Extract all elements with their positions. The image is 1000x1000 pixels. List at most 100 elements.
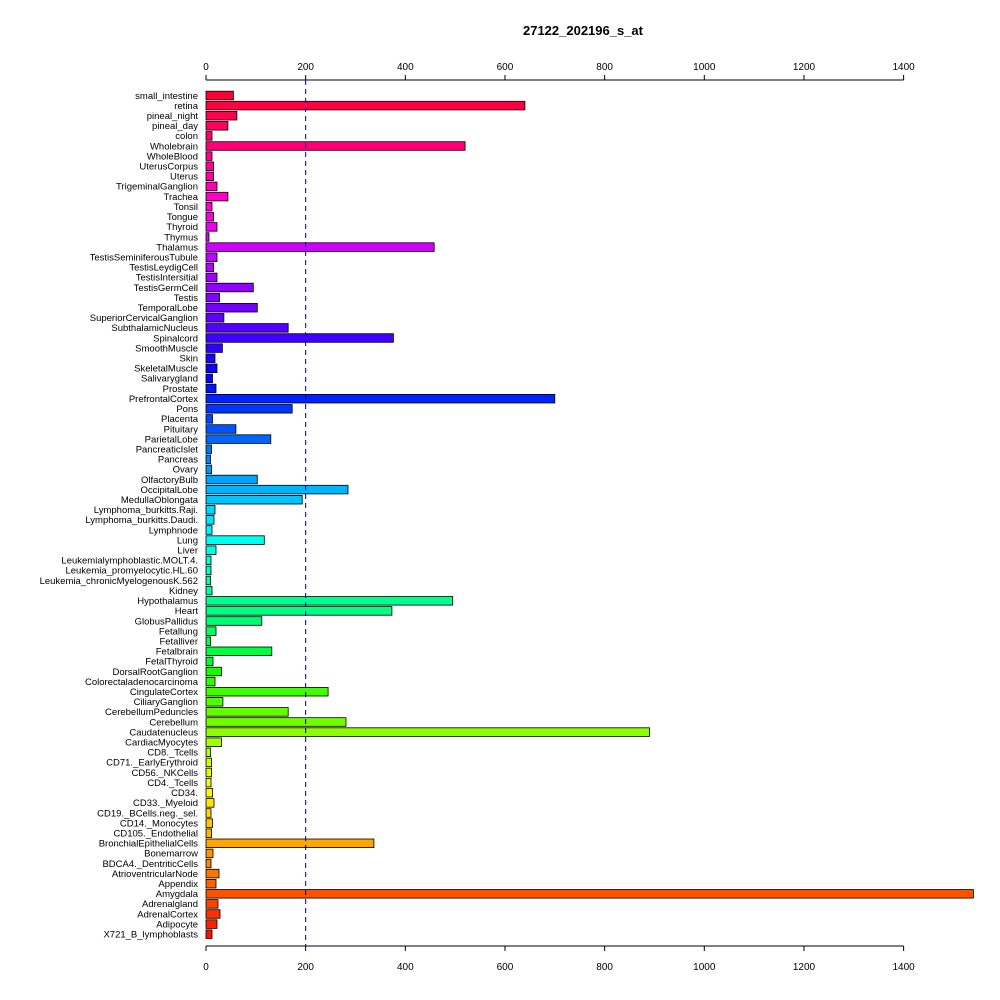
category-label: pineal_night bbox=[147, 111, 199, 122]
bar-ParietalLobe bbox=[205, 434, 272, 444]
bar-Caudatenucleus bbox=[205, 727, 650, 737]
category-label: Adrenalgland bbox=[142, 899, 198, 910]
category-label: TestisIntersitial bbox=[136, 273, 198, 284]
category-label: Tonsil bbox=[174, 202, 198, 213]
bar-WholeBlood bbox=[205, 151, 213, 161]
bars-group bbox=[205, 90, 974, 939]
category-label: CD4._Tcells bbox=[147, 778, 198, 789]
bar-PrefrontalCortex bbox=[205, 393, 556, 404]
bar-SuperiorCervicalGanglion bbox=[205, 313, 225, 323]
bar-Leukemia_chronicMyelogenousK.562 bbox=[205, 575, 211, 586]
bar-pineal_night bbox=[205, 111, 238, 121]
bar-SkeletalMuscle bbox=[205, 363, 218, 374]
bottom-x-axis-tick-label: 200 bbox=[297, 962, 314, 973]
top-x-axis-tick-label: 1400 bbox=[892, 62, 915, 73]
category-label: Fetalliver bbox=[159, 637, 198, 648]
bar-colon bbox=[205, 131, 213, 141]
category-label: Wholebrain bbox=[150, 141, 198, 152]
bar-AtrioventricularNode bbox=[205, 868, 220, 879]
bottom-x-axis-tick-label: 1400 bbox=[892, 962, 915, 973]
bottom-x-axis-tick-label: 1200 bbox=[793, 962, 816, 973]
category-label: CD14._Monocytes bbox=[120, 818, 198, 829]
category-label: Appendix bbox=[158, 879, 198, 890]
top-x-axis-tick-label: 0 bbox=[203, 62, 209, 73]
category-label: BronchialEpithelialCells bbox=[99, 839, 199, 850]
top-x-axis: 0 200 400 600 800 1000 1200 1400 bbox=[203, 62, 915, 81]
category-label: Testis bbox=[174, 293, 199, 304]
bar-CD34. bbox=[205, 788, 213, 798]
bottom-x-axis-tick-label: 1000 bbox=[693, 962, 716, 973]
bar-TrigeminalGanglion bbox=[205, 181, 218, 192]
top-x-axis-tick-label: 1200 bbox=[793, 62, 816, 73]
chart-title: 27122_202196_s_at bbox=[523, 23, 644, 38]
category-label: TestisSeminiferousTubule bbox=[90, 253, 198, 264]
bar-Placenta bbox=[205, 414, 213, 424]
bar-Ovary bbox=[205, 464, 212, 475]
bar-Colorectaladenocarcinoma bbox=[205, 676, 216, 687]
category-label: AtrioventricularNode bbox=[112, 869, 198, 880]
bar-Uterus bbox=[205, 171, 214, 182]
category-label: SkeletalMuscle bbox=[134, 364, 198, 375]
bottom-x-axis-tick-label: 800 bbox=[596, 962, 613, 973]
category-label: Heart bbox=[175, 606, 199, 617]
category-label: TemporalLobe bbox=[138, 303, 198, 314]
top-x-axis-tick-label: 400 bbox=[397, 62, 414, 73]
category-label: UterusCorpus bbox=[139, 162, 198, 173]
category-label: ParietalLobe bbox=[145, 434, 198, 445]
category-label: Prostate bbox=[163, 384, 198, 395]
category-label: OlfactoryBulb bbox=[141, 475, 198, 486]
top-x-axis-tick-label: 800 bbox=[596, 62, 613, 73]
bar-Spinalcord bbox=[205, 333, 394, 343]
bar-SubthalamicNucleus bbox=[205, 323, 289, 333]
category-label: retina bbox=[174, 101, 198, 112]
bar-CD33._Myeloid bbox=[205, 798, 215, 808]
category-label: Lymphoma_burkitts.Raji. bbox=[94, 505, 198, 516]
bar-Tongue bbox=[205, 212, 214, 222]
category-label: Tongue bbox=[167, 212, 198, 223]
bar-Adipocyte bbox=[205, 919, 218, 929]
category-label: DorsalRootGanglion bbox=[112, 667, 198, 678]
bar-TestisGermCell bbox=[205, 282, 254, 293]
bottom-x-axis-tick-label: 400 bbox=[397, 962, 414, 973]
category-label: Lymphnode bbox=[149, 525, 198, 536]
category-label: Placenta bbox=[161, 414, 199, 425]
category-label: CD71._EarlyErythroid bbox=[106, 758, 198, 769]
category-label: Bonemarrow bbox=[144, 849, 198, 860]
category-label: Amygdala bbox=[156, 889, 199, 900]
bar-CardiacMyocytes bbox=[205, 737, 222, 747]
bar-DorsalRootGanglion bbox=[205, 666, 222, 677]
bar-OlfactoryBulb bbox=[205, 474, 258, 485]
bar-Thyroid bbox=[205, 222, 218, 232]
category-label: SuperiorCervicalGanglion bbox=[90, 313, 198, 324]
category-label: Fetalbrain bbox=[156, 647, 198, 658]
bar-Skin bbox=[205, 353, 216, 363]
category-label: Trachea bbox=[164, 192, 199, 203]
bar-BronchialEpithelialCells bbox=[205, 838, 375, 849]
category-label: colon bbox=[175, 131, 198, 142]
bar-Pons bbox=[205, 404, 293, 414]
bar-CiliaryGanglion bbox=[205, 697, 224, 707]
category-label: CerebellumPeduncles bbox=[105, 707, 198, 718]
bar-Salivarygland bbox=[205, 373, 213, 384]
bar-CerebellumPeduncles bbox=[205, 707, 289, 717]
category-label: TestisGermCell bbox=[134, 283, 198, 294]
bar-AdrenalCortex bbox=[205, 909, 221, 919]
bar-Leukemialymphoblastic.MOLT.4. bbox=[205, 555, 212, 566]
category-label: Liver bbox=[177, 546, 198, 557]
top-x-axis-tick-label: 1000 bbox=[693, 62, 716, 73]
bar-Testis bbox=[205, 292, 220, 303]
category-label: Colorectaladenocarcinoma bbox=[85, 677, 199, 688]
bar-Hypothalamus bbox=[205, 596, 454, 606]
category-label: CD56._NKCells bbox=[131, 768, 198, 779]
bar-TestisSeminiferousTubule bbox=[205, 252, 218, 262]
category-label: CD8._Tcells bbox=[147, 748, 198, 759]
category-label: OccipitalLobe bbox=[140, 485, 198, 496]
bar-Fetalbrain bbox=[205, 646, 273, 657]
category-label: Lymphoma_burkitts.Daudi. bbox=[85, 515, 198, 526]
category-label: X721_B_lymphoblasts bbox=[103, 930, 198, 941]
category-label: CD33._Myeloid bbox=[133, 798, 198, 809]
bar-Fetalliver bbox=[205, 636, 211, 646]
bar-BDCA4._DentriticCells bbox=[205, 858, 212, 869]
bar-TestisIntersitial bbox=[205, 272, 218, 283]
category-label: Fetallung bbox=[159, 626, 198, 637]
